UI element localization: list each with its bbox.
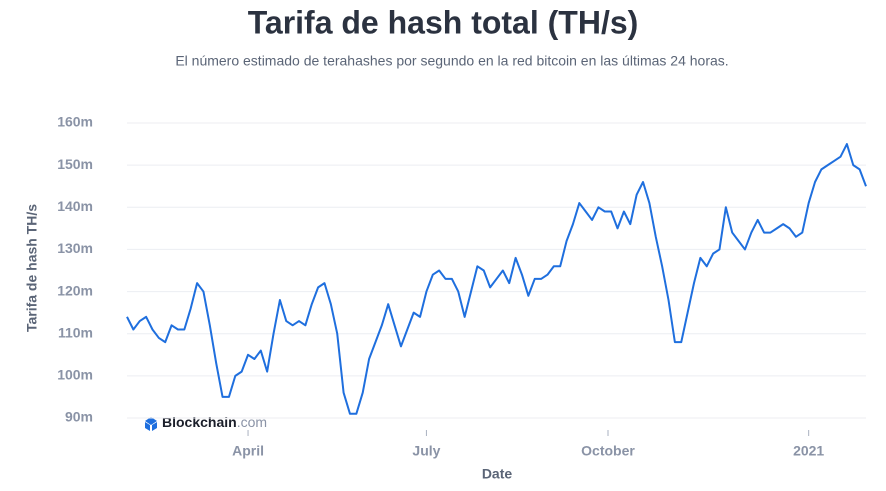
watermark: Blockchain.com: [145, 414, 267, 431]
x-tick-label: July: [412, 443, 440, 459]
chart-title: Tarifa de hash total (TH/s): [248, 4, 639, 40]
watermark-brand: Blockchain: [162, 414, 237, 430]
x-tick-label: 2021: [793, 443, 824, 459]
y-tick-label: 130m: [57, 240, 93, 256]
y-tick-label: 140m: [57, 198, 93, 214]
line: [126, 143, 867, 415]
watermark-suffix: .com: [237, 414, 267, 430]
x-tick-label: October: [581, 443, 635, 459]
y-tick-label: 100m: [57, 367, 93, 383]
y-tick-label: 160m: [57, 114, 93, 130]
x-tick-label: April: [232, 443, 264, 459]
y-tick-label: 150m: [57, 156, 93, 172]
y-tick-label: 120m: [57, 282, 93, 298]
y-tick-label: 90m: [65, 409, 93, 425]
logo: [145, 417, 157, 431]
x-axis-label: Date: [482, 466, 513, 482]
watermark-text: Blockchain.com: [162, 414, 267, 430]
chart-subtitle: El número estimado de terahashes por seg…: [175, 53, 728, 69]
y-axis-label: Tarifa de hash TH/s: [24, 204, 40, 332]
y-tick-label: 110m: [58, 324, 93, 340]
